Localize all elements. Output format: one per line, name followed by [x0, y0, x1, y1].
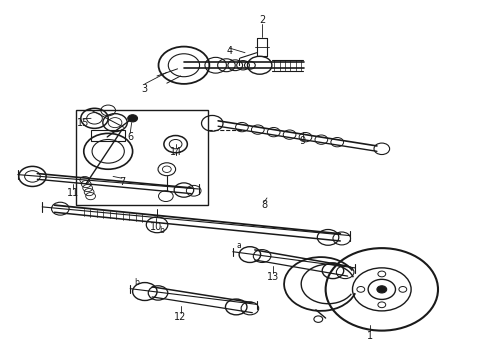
- Text: 1: 1: [367, 331, 373, 341]
- Bar: [76, 110, 208, 205]
- Text: 12: 12: [174, 312, 187, 322]
- Text: 3: 3: [142, 84, 148, 94]
- Text: a: a: [237, 241, 242, 250]
- Text: b: b: [134, 278, 139, 287]
- Text: 2: 2: [259, 15, 265, 26]
- Circle shape: [128, 115, 138, 122]
- Text: b: b: [160, 226, 164, 235]
- Text: 4: 4: [226, 46, 232, 56]
- Text: 15: 15: [76, 118, 89, 128]
- Text: 11: 11: [67, 188, 79, 198]
- Text: 8: 8: [262, 200, 268, 210]
- Circle shape: [377, 286, 387, 293]
- Text: 10: 10: [150, 222, 162, 231]
- Text: 9: 9: [299, 136, 306, 146]
- Text: 13: 13: [267, 272, 279, 282]
- Text: 6: 6: [127, 132, 133, 142]
- Text: 7: 7: [119, 177, 125, 187]
- Text: 14: 14: [170, 147, 182, 157]
